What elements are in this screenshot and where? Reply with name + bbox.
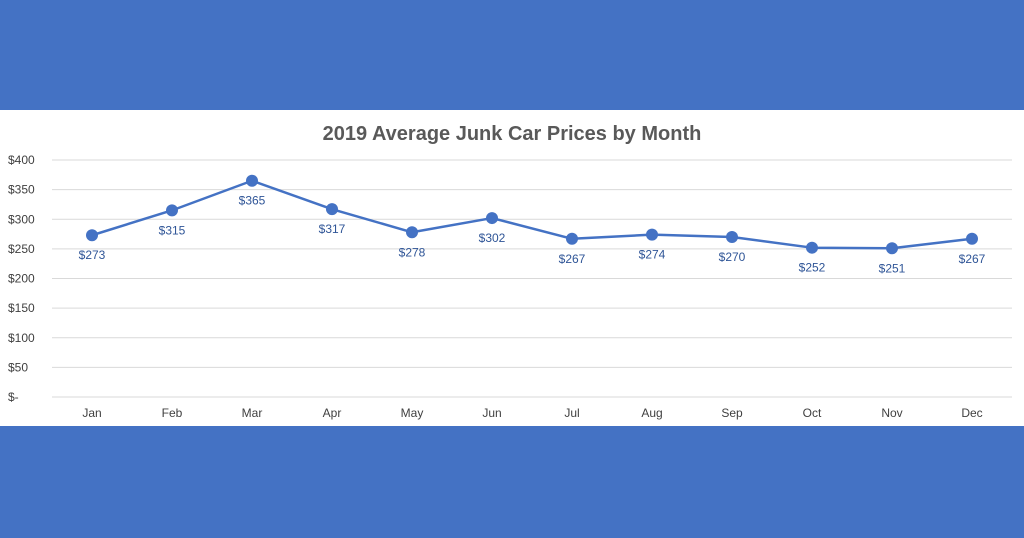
data-label-sep: $270	[719, 250, 746, 264]
y-tick-label: $100	[8, 331, 35, 345]
data-point-feb	[166, 204, 178, 217]
x-tick-label-apr: Apr	[323, 406, 342, 420]
data-label-feb: $315	[159, 223, 186, 237]
y-tick-label: $400	[8, 153, 35, 167]
x-tick-label-aug: Aug	[641, 406, 662, 420]
x-tick-label-feb: Feb	[162, 406, 183, 420]
x-tick-label-may: May	[401, 406, 424, 420]
data-point-oct	[806, 241, 818, 254]
x-axis-tick-labels: Jan Feb Mar Apr May Jun Jul Aug Sep Oct Nov Dec	[82, 406, 982, 420]
series-line	[91, 179, 973, 250]
data-label-aug: $274	[639, 248, 666, 262]
chart-title: 2019 Average Junk Car Prices by Month	[323, 123, 702, 145]
chart-panel: 2019 Average Junk Car Prices by Month $-…	[0, 110, 1024, 426]
data-point-sep	[726, 231, 738, 244]
data-point-aug	[646, 228, 658, 241]
x-tick-label-nov: Nov	[881, 406, 902, 420]
x-tick-label-jun: Jun	[482, 406, 501, 420]
y-tick-label: $-	[8, 390, 19, 404]
data-label-mar: $365	[239, 194, 266, 208]
y-tick-label: $300	[8, 212, 35, 226]
y-tick-label: $250	[8, 242, 35, 256]
x-tick-label-mar: Mar	[242, 406, 263, 420]
y-axis-tick-labels: $- $50 $100 $150 $200 $250 $300 $350 $400	[8, 153, 35, 404]
data-label-may: $278	[399, 245, 426, 259]
data-point-may	[406, 226, 418, 239]
data-point-jul	[566, 232, 578, 245]
data-label-apr: $317	[319, 222, 346, 236]
data-label-dec: $267	[959, 252, 986, 266]
data-label-nov: $251	[879, 261, 906, 275]
data-label-oct: $252	[799, 261, 826, 275]
y-tick-label: $150	[8, 301, 35, 315]
data-point-mar	[246, 174, 258, 187]
price-series	[86, 174, 978, 255]
y-tick-label: $50	[8, 360, 28, 374]
data-labels: $273 $315 $365 $317 $278 $302 $267 $274 $270 $252…	[79, 194, 986, 276]
data-label-jul: $267	[559, 252, 586, 266]
data-point-apr	[326, 203, 338, 216]
line-chart: 2019 Average Junk Car Prices by Month $-…	[8, 123, 1012, 420]
gridlines	[52, 159, 1012, 398]
x-tick-label-oct: Oct	[803, 406, 822, 420]
x-tick-label-dec: Dec	[961, 406, 982, 420]
data-point-jun	[486, 212, 498, 225]
data-point-jan	[86, 229, 98, 242]
x-tick-label-jan: Jan	[82, 406, 101, 420]
x-tick-label-jul: Jul	[564, 406, 579, 420]
data-point-nov	[886, 242, 898, 255]
data-label-jan: $273	[79, 248, 106, 262]
data-point-dec	[966, 232, 978, 245]
y-tick-label: $350	[8, 183, 35, 197]
data-label-jun: $302	[479, 231, 506, 245]
x-tick-label-sep: Sep	[721, 406, 743, 420]
y-tick-label: $200	[8, 272, 35, 286]
